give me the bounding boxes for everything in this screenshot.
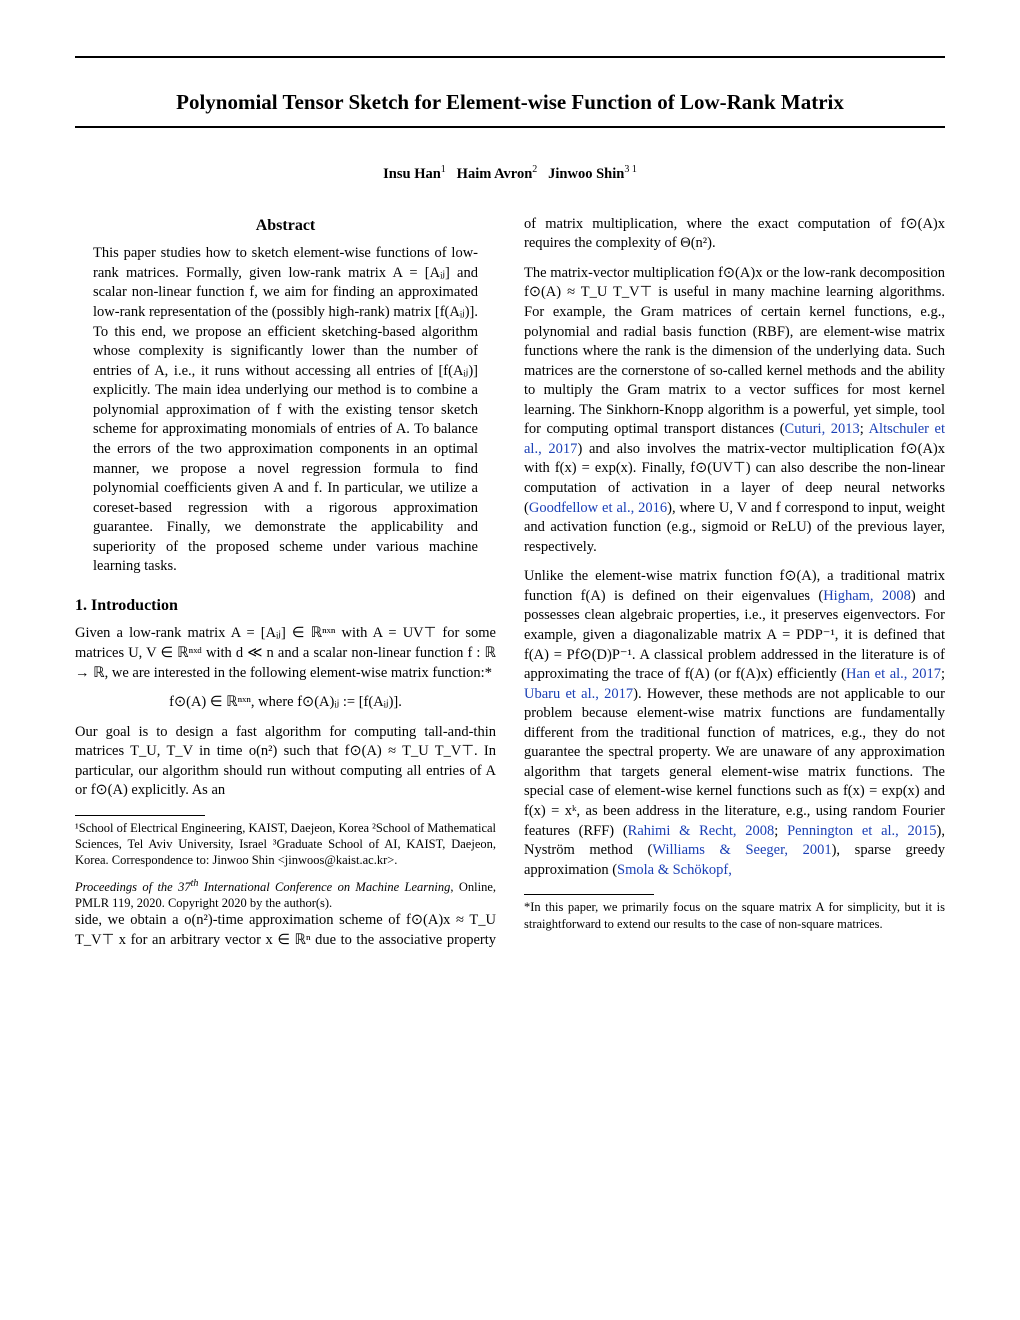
- body-text: ;: [774, 823, 787, 839]
- paper-title: Polynomial Tensor Sketch for Element-wis…: [75, 88, 945, 116]
- title-bottom-rule: [75, 126, 945, 128]
- proceedings-footnote: Proceedings of the 37th International Co…: [75, 877, 496, 912]
- body-paragraph: Unlike the element-wise matrix function …: [524, 567, 945, 880]
- section-heading: 1. Introduction: [75, 595, 496, 617]
- top-rule: [75, 56, 945, 58]
- citation[interactable]: Pennington et al., 2015: [787, 823, 936, 839]
- citation[interactable]: Ubaru et al., 2017: [524, 686, 633, 702]
- author-name: Insu Han: [383, 166, 441, 182]
- body-text: ;: [860, 421, 869, 437]
- body-text: ). However, these methods are not applic…: [524, 686, 945, 839]
- citation[interactable]: Cuturi, 2013: [785, 421, 860, 437]
- author-name: Jinwoo Shin: [548, 166, 624, 182]
- citation[interactable]: Williams & Seeger, 2001: [652, 842, 831, 858]
- author-aff: 3 1: [624, 164, 637, 175]
- footnote-rule: [524, 894, 654, 895]
- author-aff: 2: [532, 164, 537, 175]
- equation-display: f⊙(A) ∈ ℝⁿˣⁿ, where f⊙(A)ᵢⱼ := [f(Aᵢⱼ)].: [75, 693, 496, 713]
- affiliation-footnote: ¹School of Electrical Engineering, KAIST…: [75, 820, 496, 869]
- abstract-heading: Abstract: [75, 215, 496, 237]
- two-column-body: Abstract This paper studies how to sketc…: [75, 215, 945, 951]
- author-name: Haim Avron: [457, 166, 533, 182]
- citation[interactable]: Han et al., 2017: [846, 666, 941, 682]
- author-aff: 1: [441, 164, 446, 175]
- citation[interactable]: Goodfellow et al., 2016: [529, 500, 667, 516]
- intro-paragraph: Our goal is to design a fast algorithm f…: [75, 723, 496, 801]
- author-line: Insu Han1 Haim Avron2 Jinwoo Shin3 1: [75, 163, 945, 184]
- citation[interactable]: Rahimi & Recht, 2008: [628, 823, 775, 839]
- body-text: ;: [941, 666, 945, 682]
- abstract-text: This paper studies how to sketch element…: [93, 244, 478, 577]
- abstract-block: This paper studies how to sketch element…: [93, 244, 478, 577]
- body-paragraph: The matrix-vector multiplication f⊙(A)x …: [524, 264, 945, 557]
- citation[interactable]: Higham, 2008: [823, 588, 911, 604]
- footnote-rule: [75, 815, 205, 816]
- body-text: The matrix-vector multiplication f⊙(A)x …: [524, 265, 945, 438]
- star-footnote: *In this paper, we primarily focus on th…: [524, 899, 945, 932]
- intro-paragraph: Given a low-rank matrix A = [Aᵢⱼ] ∈ ℝⁿˣⁿ…: [75, 624, 496, 683]
- citation[interactable]: Smola & Schökopf,: [617, 862, 732, 878]
